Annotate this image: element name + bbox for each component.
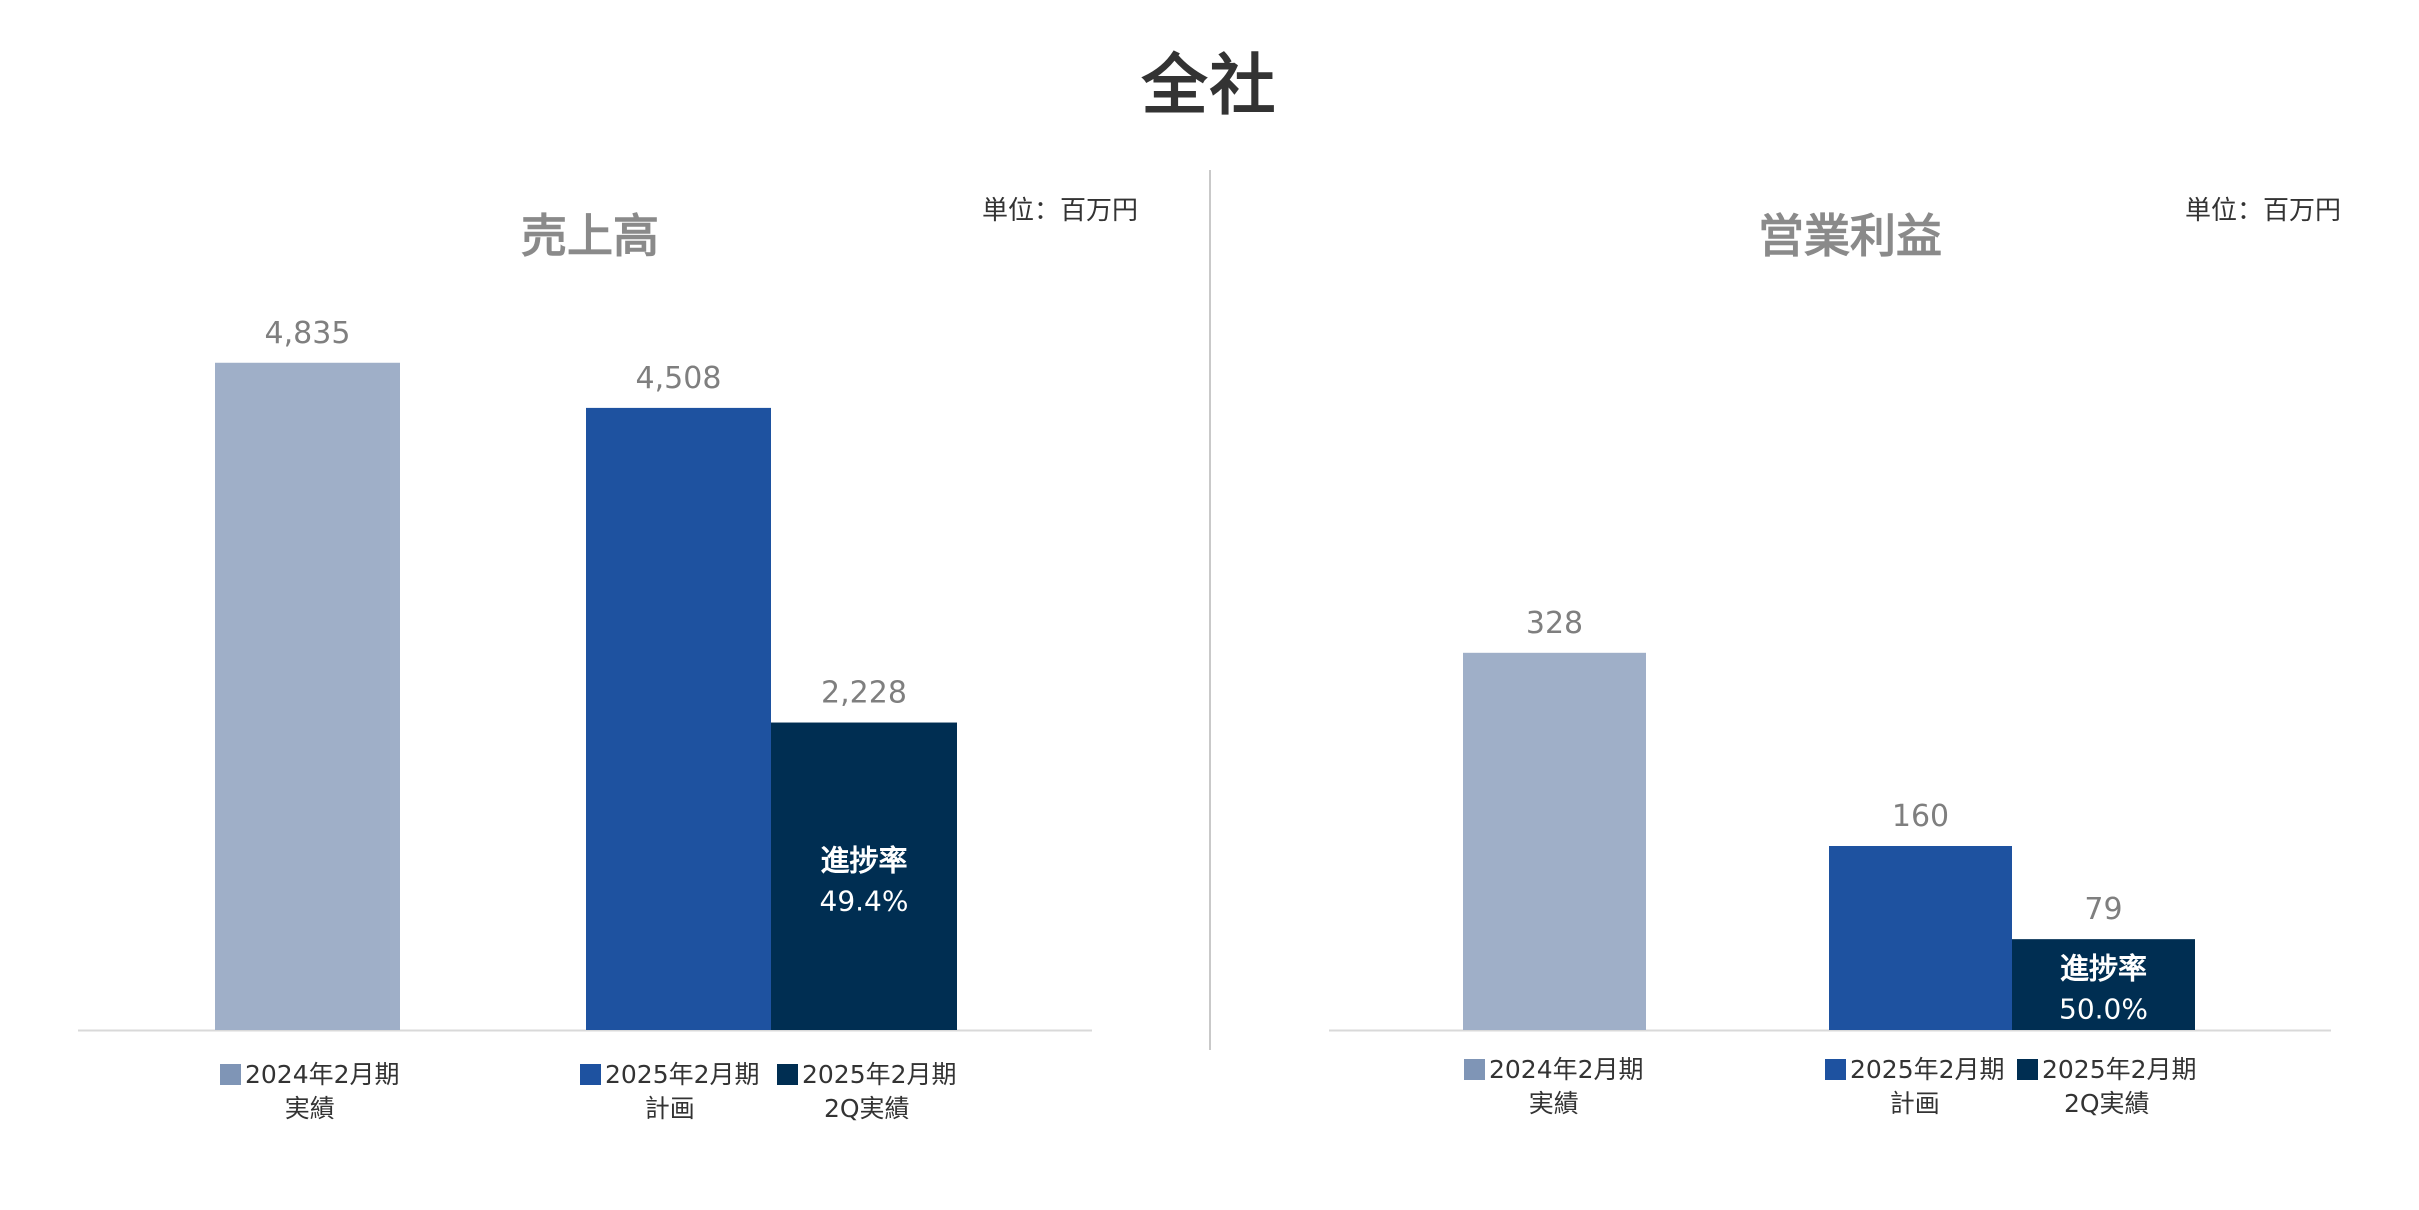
operating-profit-chart-title: 営業利益 (1758, 209, 1942, 263)
sales-chart-title: 売上高 (521, 209, 659, 263)
bar-value-label: 2,228 (821, 676, 907, 711)
legend-label: 2024年2月期 (245, 1060, 400, 1089)
progress-rate-label: 進捗率 (820, 843, 907, 877)
legend-swatch-plan (1825, 1059, 1846, 1080)
legend-label: 2025年2月期 (605, 1060, 760, 1089)
bar-plan (586, 407, 771, 1030)
bar-value-label: 4,508 (636, 361, 722, 396)
bar-value-label: 160 (1892, 799, 1949, 834)
legend-label: 2025年2月期 (2042, 1055, 2197, 1084)
operating-profit-unit-label: 単位：百万円 (2185, 196, 2342, 226)
operating-profit-chart-panel: 営業利益 単位：百万円 328 160 79 進捗率 50.0% 2024年2月期 実績… (1211, 0, 2419, 1210)
sales-chart-panel: 売上高 単位：百万円 4,835 4,508 2,228 進捗率 49.4% 2024年… (0, 0, 1209, 1210)
sales-unit-label: 単位：百万円 (982, 196, 1139, 226)
page-title: 全社 (1141, 47, 1278, 124)
legend-swatch-actual (2017, 1059, 2038, 1080)
legend-swatch-prior (220, 1064, 241, 1085)
bar-value-label: 79 (2084, 892, 2122, 927)
legend-label: 2025年2月期 (802, 1060, 957, 1089)
bar-plan (1829, 846, 2012, 1030)
legend-item-actual: 2025年2月期 2Q実績 (2017, 1053, 2197, 1121)
bar-actual (2012, 939, 2195, 1030)
operating-profit-bar-chart: 328 160 79 進捗率 50.0% (1329, 606, 2331, 1032)
operating-profit-legend: 2024年2月期 実績 2025年2月期 計画 2025年2月期 2Q実績 (1211, 1053, 2419, 1133)
legend-label: 2024年2月期 (1489, 1055, 1644, 1084)
sales-bar-chart: 4,835 4,508 2,228 進捗率 49.4% (78, 316, 1092, 1032)
legend-swatch-plan (580, 1064, 601, 1085)
progress-rate-label: 進捗率 (2060, 952, 2147, 986)
legend-label: 2Q実績 (823, 1094, 910, 1123)
legend-swatch-prior (1464, 1059, 1485, 1080)
legend-label: 2Q実績 (2063, 1089, 2150, 1118)
legend-item-actual: 2025年2月期 2Q実績 (777, 1058, 957, 1126)
progress-rate-value: 49.4% (820, 884, 909, 917)
legend-item-prior: 2024年2月期 実績 (1464, 1053, 1644, 1121)
legend-label: 実績 (1528, 1089, 1579, 1118)
panel-divider (1209, 170, 1211, 1050)
legend-label: 計画 (644, 1094, 695, 1123)
sales-legend: 2024年2月期 実績 2025年2月期 計画 2025年2月期 2Q実績 (0, 1058, 1209, 1138)
legend-swatch-actual (777, 1064, 798, 1085)
bar-value-label: 4,835 (265, 316, 351, 351)
legend-label: 実績 (284, 1094, 335, 1123)
legend-label: 計画 (1889, 1089, 1940, 1118)
legend-item-plan: 2025年2月期 計画 (1825, 1053, 2005, 1121)
legend-item-plan: 2025年2月期 計画 (580, 1058, 760, 1126)
legend-label: 2025年2月期 (1850, 1055, 2005, 1084)
bar-actual (771, 722, 957, 1030)
bar-value-label: 328 (1526, 606, 1583, 641)
progress-rate-value: 50.0% (2059, 993, 2148, 1026)
bar-prior (215, 362, 400, 1030)
bar-prior (1463, 652, 1646, 1030)
legend-item-prior: 2024年2月期 実績 (220, 1058, 400, 1126)
